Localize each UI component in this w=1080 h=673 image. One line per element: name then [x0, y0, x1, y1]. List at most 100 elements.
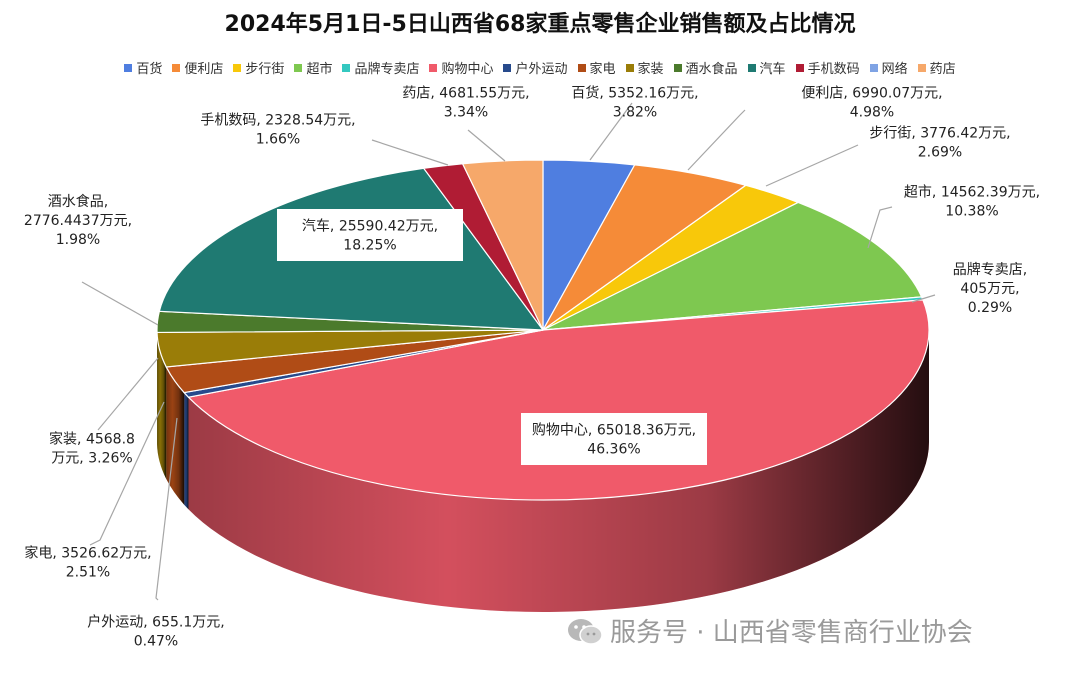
legend-swatch: [233, 64, 242, 72]
legend-label: 家装: [637, 62, 664, 77]
data-label: 家装, 4568.8 万元, 3.26%: [49, 431, 135, 467]
data-label-text: 405万元,: [960, 281, 1019, 297]
legend-item: 购物中心: [429, 58, 493, 77]
legend-label: 步行街: [245, 62, 285, 77]
pie-slice: [187, 299, 930, 501]
data-label-text: 0.29%: [968, 300, 1012, 316]
legend-swatch: [869, 64, 878, 72]
data-label: 手机数码, 2328.54万元, 1.66%: [200, 113, 355, 148]
legend-swatch: [503, 64, 512, 72]
legend-swatch: [124, 64, 133, 72]
watermark: 服务号 · 山西省零售商行业协会: [566, 612, 973, 649]
pie-slice: [542, 201, 923, 331]
legend-label: 百货: [136, 62, 163, 77]
data-label-text: 药店, 4681.55万元,: [402, 86, 529, 102]
data-label-text: 家装, 4568.8: [49, 431, 135, 448]
data-label-box: [521, 413, 707, 465]
data-label-text: 酒水食品,: [48, 193, 108, 210]
legend-label: 网络: [881, 62, 908, 77]
data-label: 药店, 4681.55万元, 3.34%: [402, 86, 529, 121]
legend-swatch: [747, 64, 756, 72]
legend-item: 酒水食品: [673, 58, 738, 77]
legend-swatch: [577, 64, 586, 72]
leader-line: [765, 144, 859, 187]
data-label-text: 2.51%: [66, 565, 110, 581]
data-label-text: 百货, 5352.16万元,: [571, 85, 698, 102]
data-label-text: 户外运动, 655.1万元,: [87, 614, 224, 631]
data-label-text: 0.47%: [134, 634, 178, 650]
legend-swatch: [429, 64, 438, 72]
data-label-text: 10.38%: [945, 204, 998, 220]
data-label-text: 3.34%: [444, 105, 488, 121]
data-label-text: 1.66%: [256, 132, 300, 148]
legend-label: 超市: [306, 62, 333, 77]
data-label-text: 18.25%: [343, 238, 396, 254]
slice-side-shade: [157, 332, 167, 479]
legend-item: 步行街: [233, 58, 284, 77]
data-label-text: 手机数码, 2328.54万元,: [200, 113, 355, 129]
legend-label: 便利店: [184, 62, 224, 77]
data-label-text: 1.98%: [56, 232, 100, 248]
slice-side-shade: [184, 392, 189, 510]
data-label: 步行街, 3776.42万元, 2.69%: [869, 126, 1010, 161]
pie-slices: [156, 159, 930, 501]
leader-line: [371, 139, 449, 166]
legend-swatch: [625, 64, 634, 72]
data-labels: 百货, 5352.16万元, 3.82% 便利店, 6990.07万元, 4.98% 步…: [24, 85, 1040, 650]
chart-title: 2024年5月1日-5日山西省68家重点零售企业销售额及占比情况: [224, 12, 856, 37]
data-label: 超市, 14562.39万元, 10.38%: [904, 184, 1040, 220]
legend-item: 网络: [869, 58, 908, 77]
data-label-text: 2776.4437万元,: [24, 213, 132, 229]
legend-swatch: [172, 64, 181, 72]
data-label-text: 4.98%: [850, 105, 894, 121]
leader-line: [155, 417, 178, 601]
data-label: 户外运动, 655.1万元, 0.47%: [87, 614, 224, 650]
legend-swatch: [673, 64, 682, 72]
legend-item: 品牌专卖店: [342, 58, 419, 77]
watermark-text: 服务号 · 山西省零售商行业协会: [610, 618, 973, 648]
data-label: 百货, 5352.16万元, 3.82%: [571, 85, 698, 121]
data-label: 购物中心, 65018.36万元, 46.36%: [521, 413, 707, 465]
data-label-text: 购物中心, 65018.36万元,: [532, 423, 696, 439]
data-label-text: 46.36%: [587, 442, 640, 458]
data-label-text: 超市, 14562.39万元,: [904, 184, 1040, 201]
leader-line: [687, 109, 746, 171]
legend-item: 百货: [124, 58, 162, 77]
leader-line: [911, 294, 936, 303]
legend-label: 手机数码: [807, 62, 860, 77]
legend-item: 家装: [625, 58, 664, 77]
legend-item: 家电: [577, 58, 616, 77]
legend-item: 汽车: [747, 58, 786, 77]
data-label-text: 步行街, 3776.42万元,: [869, 126, 1010, 142]
data-label: 家电, 3526.62万元, 2.51%: [24, 545, 151, 581]
leader-line: [467, 129, 506, 162]
leader-line: [97, 357, 159, 431]
legend-swatch: [795, 64, 804, 72]
leader-lines: [81, 102, 936, 601]
legend-item: 户外运动: [503, 58, 568, 77]
legend-swatch: [294, 64, 303, 72]
data-label: 便利店, 6990.07万元, 4.98%: [801, 86, 942, 121]
leader-line: [81, 281, 159, 326]
data-label-text: 2.69%: [918, 145, 962, 161]
data-label: 汽车, 25590.42万元, 18.25%: [277, 209, 463, 261]
data-label-text: 3.82%: [613, 105, 657, 121]
legend-item: 便利店: [172, 58, 223, 77]
slice-side-shade: [188, 330, 930, 612]
leader-line: [589, 102, 633, 161]
data-label-text: 家电, 3526.62万元,: [24, 545, 151, 562]
legend-item: 药店: [917, 58, 956, 77]
legend-item: 超市: [294, 58, 332, 77]
data-label-text: 便利店, 6990.07万元,: [801, 86, 942, 102]
chart-legend: 百货 便利店 步行街 超市 品牌专卖店 购物中心 户外运动 家电 家装 酒水食品 汽车 手机数码 网络 药…: [0, 58, 1080, 77]
legend-label: 户外运动: [515, 62, 568, 77]
wechat-icon: [568, 619, 603, 645]
legend-swatch: [917, 64, 926, 72]
data-label: 酒水食品, 2776.4437万元, 1.98%: [24, 193, 132, 248]
legend-label: 购物中心: [441, 62, 494, 77]
legend-label: 家电: [589, 62, 616, 77]
legend-label: 酒水食品: [685, 62, 738, 77]
legend-label: 品牌专卖店: [354, 62, 420, 77]
legend-swatch: [342, 64, 351, 72]
